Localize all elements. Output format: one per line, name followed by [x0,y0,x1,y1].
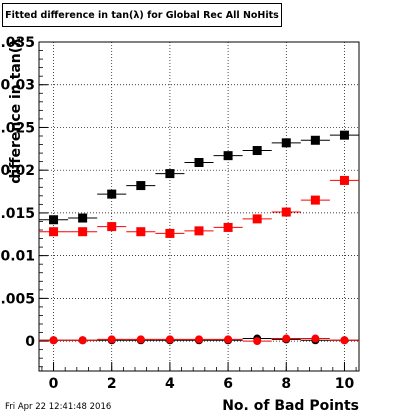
data-point-square [223,222,233,232]
data-point-square [252,214,262,224]
data-point-circle [107,335,116,344]
y-tick-label: 0.02 [0,163,35,179]
x-tick-label: 0 [49,376,59,392]
x-tick-label: 2 [107,376,117,392]
data-marks [39,130,359,346]
grid-lines [39,41,359,371]
y-tick-label: 0.015 [0,206,35,222]
data-point-circle [282,334,291,343]
data-point-circle [195,335,203,344]
data-point-circle [340,336,349,345]
plot-frame [38,41,360,372]
data-point-square [136,227,146,237]
y-tick-label: 0.005 [0,291,35,307]
data-point-square [107,222,117,232]
data-point-square [339,130,349,140]
data-point-circle [224,335,233,344]
data-point-square [281,207,291,217]
data-point-square [339,175,349,185]
y-tick-labels: 0 0.005 0.01 0.015 0.02 0.025 0.03 0.035 [0,35,35,350]
x-tick-label: 4 [165,376,175,392]
x-tick-label: 6 [223,376,233,392]
y-tick-label: 0.025 [0,120,35,136]
data-point-circle [253,337,262,346]
x-tick-label: 8 [281,376,291,392]
x-tick-labels: 0 2 4 6 8 10 [49,376,355,392]
data-point-square [107,189,117,199]
data-point-circle [78,336,87,345]
y-tick-label: 0.03 [0,78,35,94]
data-point-square [310,135,320,145]
data-point-square [49,215,59,225]
data-point-circle [165,335,174,344]
data-point-square [78,227,88,237]
data-point-square [165,228,175,238]
x-tick-label: 10 [335,376,355,392]
chart-title: Fitted difference in tan(λ) for Global R… [5,10,279,21]
data-point-square [310,195,320,205]
data-point-square [165,169,175,179]
y-tick-label: 0.035 [0,35,35,51]
data-point-square [194,157,204,167]
y-tick-label: 0 [25,334,35,350]
data-point-square [78,213,88,223]
data-point-square [194,226,204,236]
y-tick-label: 0.01 [0,249,35,265]
chart-title-box: Fitted difference in tan(λ) for Global R… [2,3,282,27]
data-point-circle [136,335,145,344]
data-point-square [136,181,146,191]
data-point-circle [311,334,320,343]
data-point-square [49,227,59,237]
data-point-square [281,138,291,148]
data-point-square [252,146,262,156]
axis-ticks [39,41,357,371]
data-point-circle [49,336,58,345]
y-axis-title: difference in tan(λ [8,38,24,184]
x-axis-title: No. of Bad Points [222,398,359,414]
data-point-square [223,151,233,161]
date-stamp: Fri Apr 22 12:41:48 2016 [5,402,111,412]
